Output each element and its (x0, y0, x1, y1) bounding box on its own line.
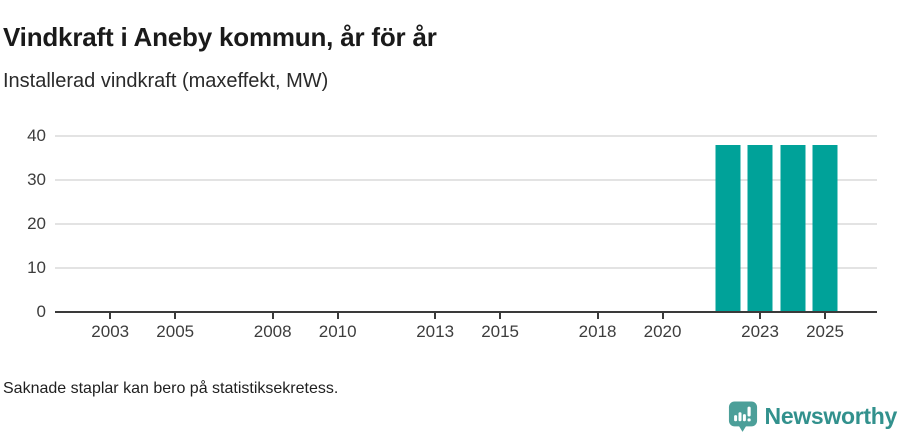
bar-2022 (715, 144, 741, 312)
gridline-y-40 (55, 135, 877, 137)
y-axis-label-20: 20 (27, 214, 46, 233)
bar-2025 (812, 144, 838, 312)
newsworthy-logo-icon (728, 401, 757, 432)
x-axis-tick-2015 (499, 313, 502, 319)
footnote: Saknade staplar kan bero på statistiksek… (3, 380, 339, 397)
chart-title: Vindkraft i Aneby kommun, år för år (3, 22, 437, 53)
x-axis-label-2008: 2008 (253, 322, 292, 341)
x-axis-tick-2018 (596, 313, 599, 319)
x-axis-tick-2003 (109, 313, 112, 319)
x-axis-label-2020: 2020 (643, 322, 682, 341)
x-axis-tick-2025 (824, 313, 827, 319)
x-axis-label-2018: 2018 (578, 322, 617, 341)
y-axis-label-30: 30 (27, 170, 46, 189)
x-axis-tick-2020 (661, 313, 664, 319)
x-axis-label-2015: 2015 (481, 322, 520, 341)
y-axis-label-10: 10 (27, 258, 46, 277)
plot-area: 0 10 20 30 40 2003 2005 2008 2010 2013 2015 2018 202… (27, 127, 877, 341)
y-axis-label-40: 40 (27, 126, 46, 145)
x-axis-tick-2023 (759, 313, 762, 319)
bar-2023 (747, 144, 773, 312)
x-axis-tick-2013 (434, 313, 437, 319)
x-axis-label-2005: 2005 (156, 322, 195, 341)
bar-2024 (780, 144, 806, 312)
x-axis-label-2023: 2023 (741, 322, 779, 341)
x-axis-tick-2005 (174, 313, 177, 319)
x-axis-label-2025: 2025 (806, 322, 844, 341)
x-axis-label-2010: 2010 (318, 322, 357, 341)
chart-subtitle: Installerad vindkraft (maxeffekt, MW) (3, 70, 329, 92)
gridline-y-30 (55, 179, 877, 181)
x-axis-label-2003: 2003 (91, 322, 130, 341)
gridline-y-20 (55, 223, 877, 225)
newsworthy-logo: Newsworthy (728, 400, 897, 433)
x-axis-tick-2008 (271, 313, 274, 319)
y-axis-label-0: 0 (36, 302, 46, 321)
x-axis-label-2013: 2013 (416, 322, 455, 341)
x-axis-line (55, 311, 877, 313)
gridline-y-10 (55, 267, 877, 269)
newsworthy-logo-text: Newsworthy (764, 403, 898, 429)
x-axis-tick-2010 (336, 313, 339, 319)
